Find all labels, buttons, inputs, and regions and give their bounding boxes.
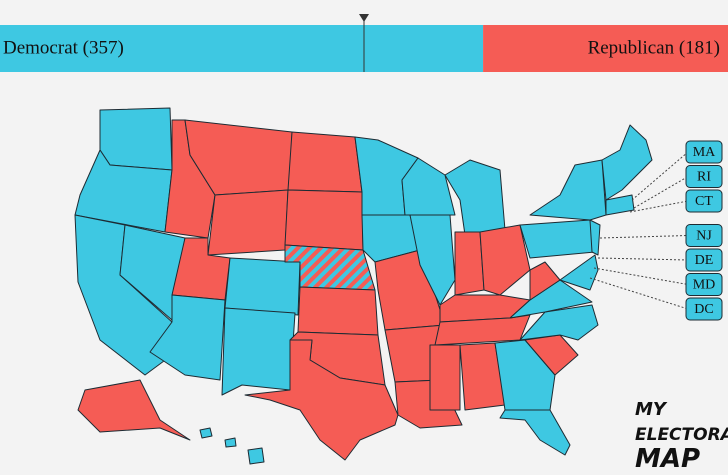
- state-box[interactable]: [685, 297, 723, 321]
- state[interactable]: [479, 224, 531, 296]
- state[interactable]: [207, 189, 289, 256]
- state[interactable]: [529, 159, 607, 221]
- leader-line: [629, 200, 689, 213]
- logo-text: MY: [635, 399, 668, 420]
- leader-line: [599, 235, 689, 239]
- state[interactable]: [297, 286, 379, 336]
- state[interactable]: [221, 307, 296, 396]
- tally-bar: Democrat (357) Republican (181): [0, 14, 728, 72]
- state[interactable]: [444, 159, 506, 236]
- leader-line: [633, 176, 689, 209]
- state[interactable]: [77, 379, 191, 441]
- state[interactable]: [409, 214, 456, 306]
- state[interactable]: [247, 447, 265, 465]
- state-box-label: CT: [695, 194, 713, 209]
- state-box-label: NJ: [696, 229, 712, 244]
- state[interactable]: [287, 131, 363, 193]
- small-state-list: MA RI CT NJ DE MD DC: [589, 140, 723, 321]
- state-box-label: DE: [695, 253, 714, 268]
- state-box-label: RI: [697, 170, 711, 185]
- state[interactable]: [429, 344, 461, 411]
- leader-line: [593, 267, 689, 285]
- leader-line: [589, 277, 689, 310]
- logo-text: ELECTORAL: [635, 425, 728, 445]
- logo-text: MAP: [635, 444, 700, 474]
- leader-line: [631, 151, 689, 201]
- state[interactable]: [224, 437, 237, 448]
- state-box-label: MD: [693, 278, 716, 293]
- state[interactable]: [605, 194, 635, 216]
- tally-label: Democrat (357): [3, 37, 124, 58]
- state[interactable]: [601, 124, 653, 201]
- state[interactable]: [284, 189, 364, 251]
- state[interactable]: [509, 279, 593, 319]
- state-box-label: MA: [693, 145, 716, 160]
- state[interactable]: [244, 339, 399, 461]
- majority-marker: [359, 14, 369, 22]
- state-box[interactable]: [685, 189, 723, 213]
- state[interactable]: [559, 254, 599, 291]
- tally-segment: [483, 25, 728, 72]
- leader-line: [597, 257, 689, 261]
- state-box[interactable]: [685, 224, 723, 247]
- tally-segment: [0, 25, 484, 72]
- state[interactable]: [199, 427, 213, 439]
- tally-label: Republican (181): [588, 37, 720, 58]
- state-box[interactable]: [685, 273, 723, 296]
- state-box[interactable]: [685, 140, 723, 164]
- state[interactable]: [99, 107, 173, 171]
- state[interactable]: [519, 219, 596, 259]
- logo: MY ELECTORALMAP: [635, 399, 728, 474]
- us-map[interactable]: [74, 107, 653, 465]
- state-box[interactable]: [685, 248, 723, 272]
- state-box-label: DC: [694, 302, 713, 317]
- state[interactable]: [149, 294, 226, 381]
- state-box[interactable]: [685, 165, 723, 188]
- state[interactable]: [589, 219, 601, 256]
- state[interactable]: [499, 409, 571, 456]
- state[interactable]: [454, 231, 485, 296]
- state[interactable]: [224, 257, 301, 316]
- state[interactable]: [434, 314, 531, 346]
- state[interactable]: [401, 157, 456, 216]
